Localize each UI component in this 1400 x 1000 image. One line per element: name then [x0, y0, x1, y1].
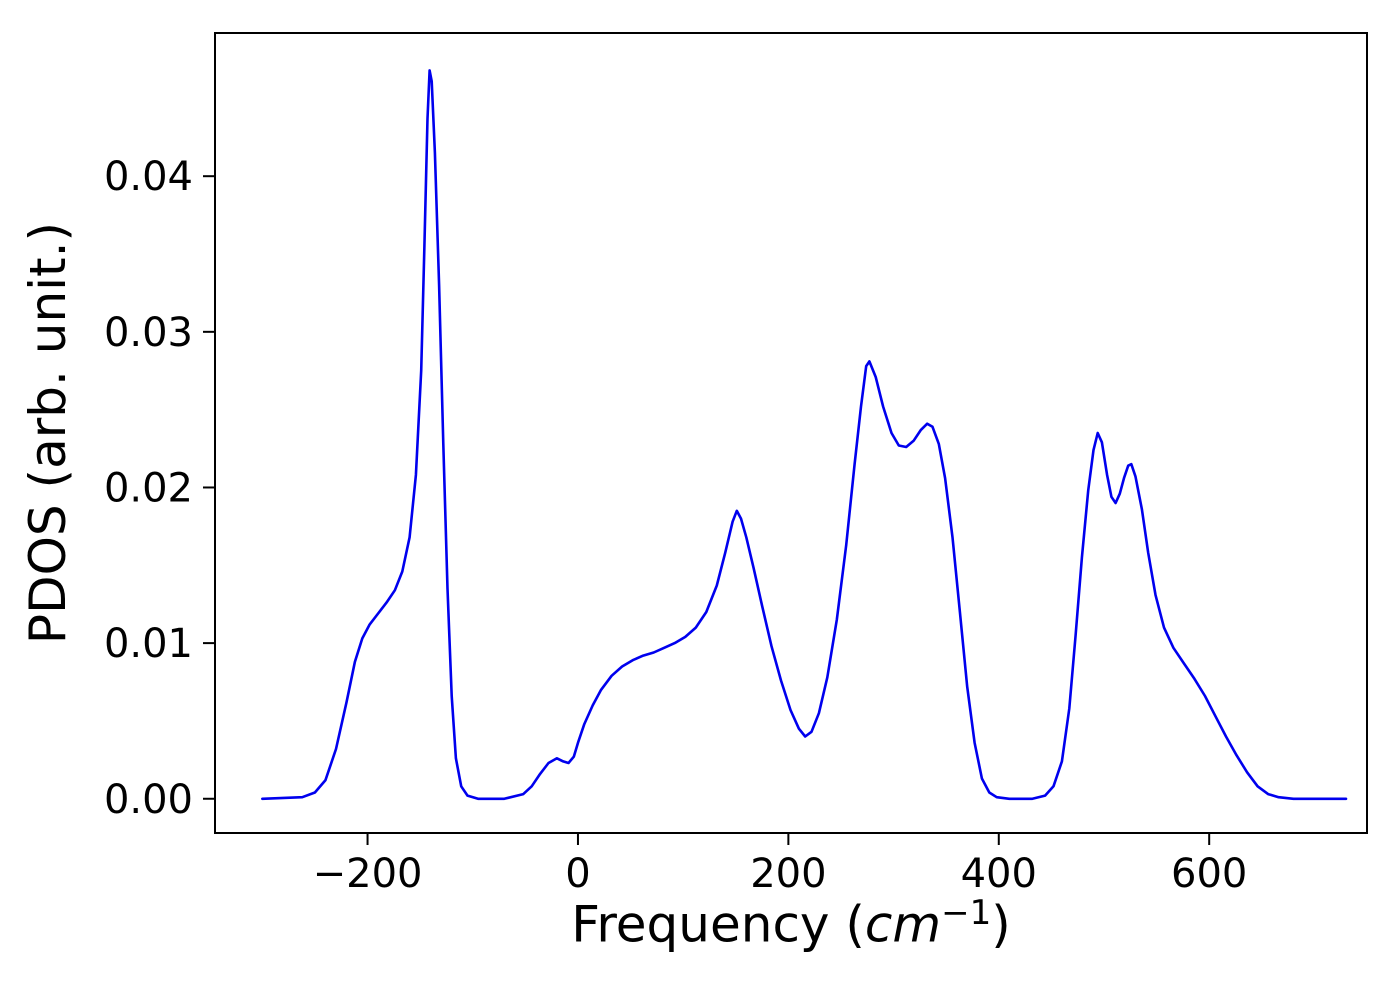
x-axis-title-suffix: )	[991, 895, 1011, 954]
x-axis-title-italic: cm	[864, 895, 942, 954]
y-tick-label: 0.03	[104, 310, 193, 356]
x-tick-label: 600	[1171, 851, 1247, 897]
y-axis-title: PDOS (arb. unit.)	[19, 221, 77, 645]
x-tick-label: 400	[961, 851, 1037, 897]
pdos-line	[261, 69, 1348, 801]
x-axis-title: Frequency (cm−1)	[215, 893, 1367, 954]
x-tick-label: −200	[313, 851, 423, 897]
x-axis-title-prefix: Frequency (	[571, 895, 865, 954]
x-axis-title-superscript: −1	[941, 893, 992, 933]
x-tick-label: 200	[750, 851, 826, 897]
y-tick-label: 0.04	[104, 154, 193, 200]
y-tick-label: 0.01	[104, 621, 193, 667]
plot-border	[214, 32, 1368, 834]
y-tick-label: 0.02	[104, 465, 193, 511]
x-tick-label: 0	[565, 851, 590, 897]
y-tick-label: 0.00	[104, 777, 193, 823]
